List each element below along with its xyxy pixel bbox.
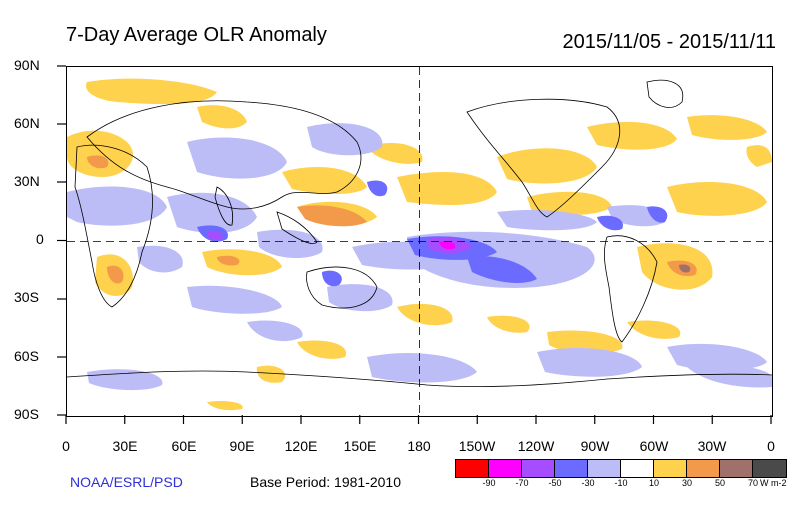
colorbar-swatch xyxy=(654,460,687,477)
lon-label-30e: 30E xyxy=(112,438,138,454)
positive-anomaly-areas xyxy=(67,78,772,411)
colorbar-tick-label: 70 xyxy=(747,478,759,488)
lon-label-180: 180 xyxy=(407,438,431,454)
colorbar-tick-label: -10 xyxy=(614,478,628,488)
colorbar-tick-label: 30 xyxy=(681,478,693,488)
colorbar-tick-label: 10 xyxy=(648,478,660,488)
colorbar-units: W m-2 xyxy=(760,478,787,488)
lon-label-60w: 60W xyxy=(639,438,669,454)
lon-label-90w: 90W xyxy=(580,438,610,454)
colorbar-swatch xyxy=(753,460,786,477)
colorbar-swatch xyxy=(555,460,588,477)
lat-label-30s: 30S xyxy=(14,289,39,305)
source-label: NOAA/ESRL/PSD xyxy=(70,474,183,490)
colorbar-swatch xyxy=(621,460,654,477)
colorbar-tick-label: -70 xyxy=(515,478,529,488)
colorbar-tick-label: -30 xyxy=(581,478,595,488)
lon-label-0-east: 0 xyxy=(767,438,775,454)
lat-label-60n: 60N xyxy=(14,115,40,131)
lat-label-30n: 30N xyxy=(14,173,40,189)
map-plot xyxy=(66,66,773,417)
lon-label-150w: 150W xyxy=(458,438,496,454)
colorbar-swatch xyxy=(687,460,720,477)
lon-label-0: 0 xyxy=(62,438,70,454)
lon-label-120e: 120E xyxy=(284,438,318,454)
map-title: 7-Day Average OLR Anomaly xyxy=(66,24,327,46)
colorbar-tick-label: -90 xyxy=(482,478,496,488)
coastlines xyxy=(67,79,772,388)
lon-label-30w: 30W xyxy=(697,438,727,454)
lat-label-90n: 90N xyxy=(14,57,40,73)
lat-label-60s: 60S xyxy=(14,348,39,364)
lat-label-eq: 0 xyxy=(36,231,44,247)
colorbar-tick-label: 50 xyxy=(714,478,726,488)
colorbar-swatch xyxy=(588,460,621,477)
colorbar xyxy=(455,459,787,478)
colorbar-swatch xyxy=(489,460,522,477)
anomaly-map-svg xyxy=(67,67,772,416)
colorbar-swatch xyxy=(720,460,753,477)
date-range: 2015/11/05 - 2015/11/11 xyxy=(562,31,776,53)
very-strong-positive-anomaly-areas xyxy=(679,264,691,273)
lon-label-60e: 60E xyxy=(171,438,197,454)
colorbar-tick-label: -50 xyxy=(548,478,562,488)
extreme-negative-anomaly-areas xyxy=(439,241,456,250)
lon-label-90e: 90E xyxy=(229,438,255,454)
colorbar-swatch xyxy=(456,460,489,477)
colorbar-swatch xyxy=(522,460,555,477)
lon-label-120w: 120W xyxy=(517,438,555,454)
lat-label-90s: 90S xyxy=(14,406,39,422)
lon-label-150e: 150E xyxy=(343,438,377,454)
base-period-label: Base Period: 1981-2010 xyxy=(250,474,401,490)
